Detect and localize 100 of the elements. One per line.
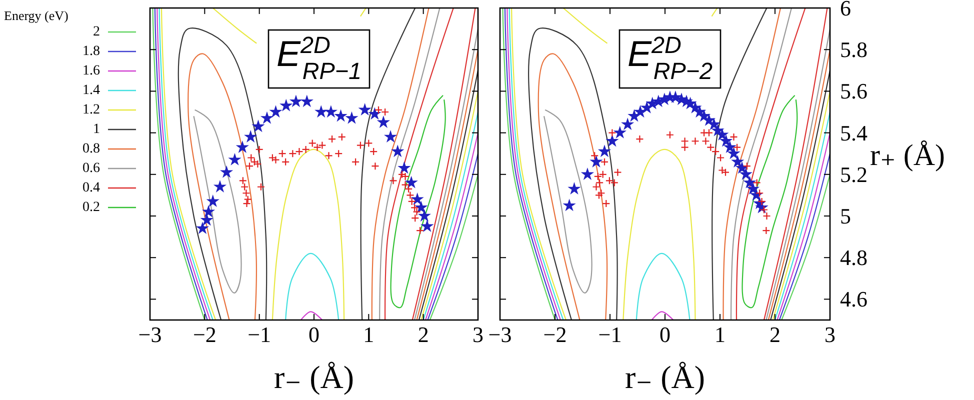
y-tick-label: 4.8 [840,245,868,270]
point [282,158,290,166]
point [716,154,725,162]
point [301,96,312,106]
point [252,120,264,132]
point [716,129,728,140]
point [262,112,272,123]
point [416,226,424,235]
y-tick-label: 5.4 [840,120,868,146]
point [356,141,365,150]
point [666,130,674,139]
y-axis-title: r₊ (Å) [870,139,945,172]
point [326,106,336,117]
point [670,92,681,102]
point [238,176,247,185]
x-tick-label: −2 [192,322,216,347]
point [378,116,389,128]
point [318,141,326,150]
legend-label: 0.6 [82,161,100,176]
point [646,98,658,108]
point [700,128,708,137]
x-tick-label: 0 [660,322,670,347]
point [316,106,327,117]
point [419,210,430,221]
legend-label: 1.6 [82,64,100,78]
point [728,148,740,158]
point [748,183,758,194]
point [680,137,689,146]
y-tick-label: 4.6 [840,286,868,312]
point [256,182,266,191]
point [628,110,640,121]
point [720,135,732,146]
point [750,190,762,200]
point [704,128,714,137]
point [245,131,256,142]
x-tick-label: 2 [418,322,429,347]
point [704,114,714,126]
point [364,139,373,148]
point [398,162,410,173]
y-tick-label: 5.6 [840,78,868,104]
point [369,108,380,119]
legend-label: 1.8 [82,44,100,59]
point [207,196,218,206]
point [594,172,602,181]
point [404,184,413,194]
point [203,206,214,217]
legend-label: 0.4 [82,180,100,196]
point [733,143,742,152]
point [708,118,720,130]
point [324,152,333,160]
legend-label: 0.2 [82,200,100,215]
point [242,189,250,198]
point [597,189,606,198]
x-tick-label: 0 [308,322,320,347]
point [652,96,664,106]
point [244,195,252,204]
x-tick-label: 2 [770,322,780,347]
point [245,162,254,170]
point [406,191,414,200]
legend-label: 1 [93,122,100,137]
point [302,145,310,154]
point [614,127,626,138]
legend-label: 0.8 [82,142,100,156]
point [270,106,282,117]
point [221,166,232,178]
point [590,152,599,160]
point [634,106,646,117]
point [250,158,258,166]
y-tick-label: 5 [840,204,851,228]
point [732,156,744,167]
point [582,168,593,180]
x-tick-label: 1 [363,322,374,347]
point [599,146,610,156]
point [201,214,212,225]
x-tick-label: −2 [543,322,567,347]
point [742,162,751,170]
point [229,154,240,165]
point [338,132,346,142]
point [351,158,360,166]
point [335,110,346,121]
x-tick-label: 3 [824,322,836,347]
y-tick-label: 5.2 [840,162,868,187]
line-series [742,94,798,308]
x-tick-label: −3 [488,322,512,347]
point [752,178,761,187]
point [214,181,226,192]
point [702,137,710,146]
point [381,108,390,116]
x-tick-label: −1 [248,322,272,347]
point [411,214,420,222]
point [744,177,756,188]
point [736,162,748,173]
point [370,147,378,156]
point [691,137,700,146]
point [564,200,575,210]
legend-label: 1.4 [82,83,100,98]
point [359,104,370,115]
point [255,145,264,154]
point [334,150,343,158]
point [247,154,256,162]
